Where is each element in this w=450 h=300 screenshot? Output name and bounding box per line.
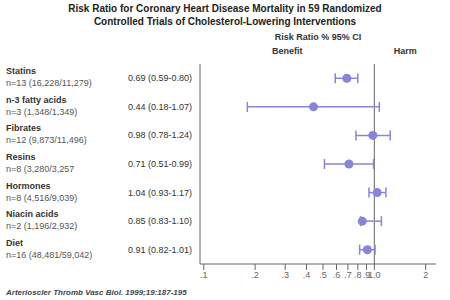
svg-text:.2: .2 (251, 270, 259, 280)
svg-text:n=16 (48,481/59,042): n=16 (48,481/59,042) (8, 250, 92, 260)
svg-text:0.85 (0.83-1.10): 0.85 (0.83-1.10) (128, 216, 192, 226)
svg-text:n=13 (16,228/11,279): n=13 (16,228/11,279) (8, 78, 92, 88)
svg-text:.4: .4 (303, 270, 311, 280)
html-text:Harm: Harm (393, 46, 417, 56)
svg-text:Diet: Diet (8, 238, 23, 248)
svg-text:1.04 (0.93-1.17): 1.04 (0.93-1.17) (128, 188, 192, 198)
svg-text:n=12 (9,873/11,496): n=12 (9,873/11,496) (8, 135, 87, 145)
svg-text:n=8 (3,280/3,257: n=8 (3,280/3,257 (8, 164, 74, 174)
html-text:Arterioscler Thromb Vasc Biol.: Arterioscler Thromb Vasc Biol. 1999;19:1… (6, 288, 187, 297)
svg-text:0.98 (0.78-1.24): 0.98 (0.78-1.24) (128, 130, 192, 140)
svg-text:Resins: Resins (8, 152, 36, 162)
svg-text:1.0: 1.0 (368, 270, 381, 280)
svg-text:Hormones: Hormones (8, 181, 51, 191)
svg-text:n=8 (4,516/9,039): n=8 (4,516/9,039) (8, 193, 77, 203)
html-text:Risk Ratio % 95% CI: Risk Ratio % 95% CI (274, 32, 362, 42)
html-text:Risk Ratio for Coronary Heart: Risk Ratio for Coronary Heart Disease Mo… (68, 3, 382, 14)
svg-text:Statins: Statins (8, 66, 36, 76)
svg-text:0.91 (0.82-1.01): 0.91 (0.82-1.01) (128, 245, 192, 255)
svg-text:n=3 (1,348/1,349): n=3 (1,348/1,349) (8, 107, 77, 117)
svg-text:.5: .5 (319, 270, 327, 280)
svg-text:.6: .6 (333, 270, 341, 280)
svg-text:n=2 (1,196/2,932): n=2 (1,196/2,932) (8, 221, 77, 231)
svg-text:.8: .8 (354, 270, 362, 280)
svg-text:0.44 (0.18-1.07): 0.44 (0.18-1.07) (128, 102, 192, 112)
svg-text:0.69 (0.59-0.80): 0.69 (0.59-0.80) (128, 73, 192, 83)
svg-text:.7: .7 (344, 270, 352, 280)
svg-text:0.71 (0.51-0.99): 0.71 (0.51-0.99) (128, 159, 192, 169)
svg-text:Fibrates: Fibrates (8, 123, 41, 133)
svg-text:.9: .9 (362, 270, 371, 281)
svg-text:.3: .3 (281, 270, 289, 280)
html-text:Benefit: Benefit (271, 46, 303, 56)
svg-text:n-3 fatty acids: n-3 fatty acids (8, 95, 67, 105)
html-text:Controlled Trials of Cholester: Controlled Trials of Cholesterol-Lowerin… (93, 16, 357, 27)
svg-text:2: 2 (423, 270, 428, 280)
svg-text:.1: .1 (200, 270, 208, 280)
svg-text:Niacin acids: Niacin acids (8, 209, 59, 219)
